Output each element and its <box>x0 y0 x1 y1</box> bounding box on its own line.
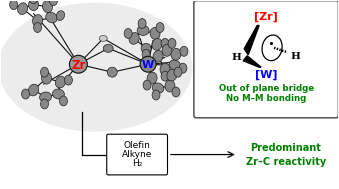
Ellipse shape <box>171 48 181 60</box>
Polygon shape <box>244 26 259 55</box>
Ellipse shape <box>46 12 57 23</box>
Text: [Zr]: [Zr] <box>254 12 278 22</box>
Ellipse shape <box>9 0 18 10</box>
Text: Olefin: Olefin <box>124 141 151 150</box>
Ellipse shape <box>69 55 87 73</box>
Text: Predominant: Predominant <box>251 143 321 153</box>
Ellipse shape <box>161 38 169 48</box>
Ellipse shape <box>22 89 29 99</box>
Ellipse shape <box>41 67 48 77</box>
Text: [W]: [W] <box>255 70 277 80</box>
Ellipse shape <box>29 0 38 4</box>
Ellipse shape <box>141 43 151 53</box>
Text: Alkyne: Alkyne <box>122 150 152 159</box>
Ellipse shape <box>0 3 193 132</box>
Ellipse shape <box>180 46 188 56</box>
Ellipse shape <box>150 28 160 39</box>
Ellipse shape <box>174 67 182 77</box>
Ellipse shape <box>165 80 175 92</box>
Ellipse shape <box>172 87 180 97</box>
Ellipse shape <box>169 60 181 70</box>
Ellipse shape <box>152 39 162 50</box>
Ellipse shape <box>156 22 164 33</box>
Ellipse shape <box>18 3 28 15</box>
Ellipse shape <box>41 72 52 84</box>
Ellipse shape <box>53 89 64 99</box>
Ellipse shape <box>40 92 52 102</box>
Ellipse shape <box>49 0 58 6</box>
Text: W: W <box>142 60 154 70</box>
Ellipse shape <box>33 15 43 26</box>
Ellipse shape <box>168 38 176 48</box>
Ellipse shape <box>152 90 160 100</box>
Text: Zr–C reactivity: Zr–C reactivity <box>246 156 326 167</box>
Ellipse shape <box>147 72 157 84</box>
Ellipse shape <box>129 33 139 44</box>
Ellipse shape <box>28 0 39 11</box>
Ellipse shape <box>143 80 151 90</box>
Ellipse shape <box>140 56 156 72</box>
Ellipse shape <box>42 1 53 13</box>
Ellipse shape <box>34 22 41 33</box>
Ellipse shape <box>124 29 132 38</box>
FancyBboxPatch shape <box>107 134 167 175</box>
Ellipse shape <box>179 63 187 73</box>
Text: No M–M bonding: No M–M bonding <box>226 94 306 103</box>
Text: H: H <box>231 53 241 62</box>
Ellipse shape <box>153 50 163 62</box>
Ellipse shape <box>59 96 67 106</box>
Ellipse shape <box>55 76 65 88</box>
Ellipse shape <box>107 67 117 77</box>
Ellipse shape <box>160 63 170 75</box>
Ellipse shape <box>64 75 73 85</box>
Ellipse shape <box>137 26 149 35</box>
Ellipse shape <box>152 83 164 93</box>
Ellipse shape <box>28 84 39 96</box>
Text: H: H <box>290 52 300 61</box>
Ellipse shape <box>99 35 107 41</box>
Ellipse shape <box>103 44 113 52</box>
Text: Zr: Zr <box>71 59 85 72</box>
Polygon shape <box>243 56 261 67</box>
Ellipse shape <box>138 19 146 29</box>
Ellipse shape <box>56 11 64 20</box>
Ellipse shape <box>142 49 150 59</box>
Ellipse shape <box>161 71 169 81</box>
Ellipse shape <box>167 69 177 81</box>
Ellipse shape <box>262 35 282 61</box>
Ellipse shape <box>41 99 48 109</box>
Text: Out of plane bridge: Out of plane bridge <box>219 84 314 93</box>
FancyBboxPatch shape <box>194 1 338 118</box>
Ellipse shape <box>162 44 172 56</box>
Text: H₂: H₂ <box>132 159 142 168</box>
